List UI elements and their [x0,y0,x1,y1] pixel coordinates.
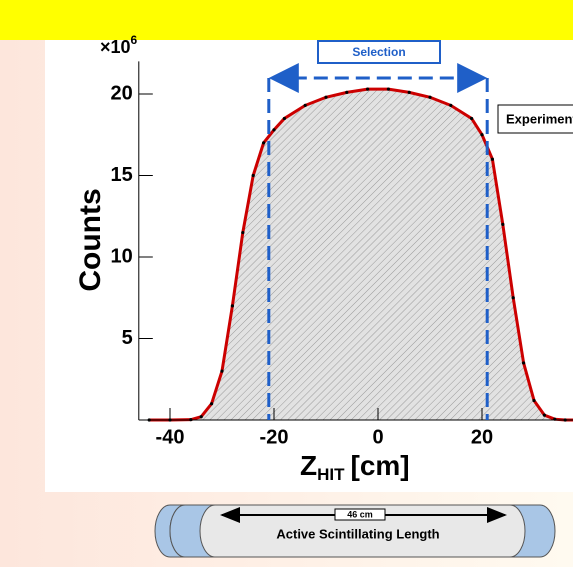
multiplier-exp: 6 [131,33,138,47]
data-point [407,90,411,94]
legend-label: Experiment [506,111,573,126]
data-point [262,141,266,145]
x-axis-title: ZHIT [cm] [300,450,410,484]
x-title-unit: [cm] [351,450,410,481]
selection-box [317,40,441,64]
selection-label: Selection [352,45,405,59]
x-tick-label: 20 [471,426,493,448]
data-point [303,103,307,108]
x-tick-label: 0 [372,426,383,448]
y-tick-label: 5 [122,327,133,349]
data-point [449,103,453,108]
data-point [532,398,536,403]
data-point [480,133,484,137]
length-label: 46 cm [347,509,373,519]
data-point [428,95,432,99]
data-point [241,230,245,235]
data-point [230,304,234,308]
multiplier-base: ×10 [100,37,131,57]
data-point [199,415,203,419]
data-point [490,157,494,161]
data-point [220,369,224,373]
cylinder-end-right [509,504,556,558]
data-point [366,87,370,91]
data-point [210,402,214,406]
y-tick-label: 15 [111,164,133,186]
data-point [282,116,286,121]
x-title-main: Z [300,450,317,481]
x-tick-label: -40 [156,426,185,448]
length-box [334,508,386,521]
detector-label: Active Scintillating Length [276,526,439,541]
data-point [324,95,328,99]
detector: 46 cm Active Scintillating Length [154,504,556,558]
data-point [470,116,474,121]
data-point [251,173,255,178]
cylinder-end-left [169,504,216,558]
data-point [542,413,547,417]
legend-box [497,104,573,134]
data-point [501,222,505,226]
y-tick-label: 20 [111,82,133,104]
x-title-sub: HIT [317,465,345,484]
multiplier: ×106 [100,33,138,57]
title-band [0,0,573,40]
data-point [345,90,349,94]
data-point [386,87,390,91]
data-point [272,128,276,132]
y-axis-title: Counts [74,188,107,291]
y-tick-label: 10 [111,245,133,267]
data-point [522,361,526,365]
x-tick-label: -20 [260,426,289,448]
data-point [511,296,515,300]
